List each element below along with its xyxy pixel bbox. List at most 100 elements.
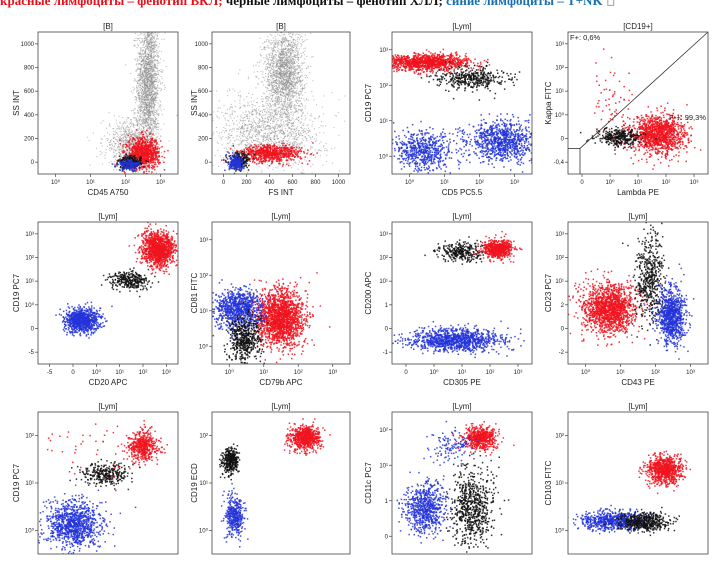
event-point	[139, 137, 141, 139]
event-point	[142, 168, 144, 170]
event-point	[148, 164, 150, 166]
event-point	[140, 31, 141, 32]
event-point	[152, 69, 153, 70]
plot-title: [B]	[103, 22, 113, 31]
event-point	[137, 97, 138, 98]
event-point	[148, 57, 149, 58]
event-point	[155, 71, 156, 72]
event-point	[123, 131, 124, 132]
event-point	[121, 129, 122, 130]
event-point	[281, 98, 282, 99]
event-point	[154, 41, 155, 42]
event-point	[269, 109, 270, 110]
event-point	[144, 97, 145, 98]
event-point	[157, 132, 158, 133]
event-point	[145, 61, 146, 62]
event-point	[159, 144, 160, 145]
event-point	[150, 125, 151, 126]
event-point	[144, 59, 145, 60]
event-point	[141, 91, 142, 92]
event-point	[145, 33, 146, 34]
event-point	[140, 52, 141, 53]
event-point	[145, 74, 146, 75]
event-point	[287, 102, 288, 103]
event-point	[148, 86, 149, 87]
event-point	[149, 153, 151, 155]
event-point	[146, 119, 147, 120]
event-point	[109, 150, 110, 151]
event-point	[132, 130, 133, 131]
event-point	[121, 167, 123, 169]
event-point	[149, 83, 150, 84]
event-point	[158, 28, 159, 29]
event-point	[155, 139, 157, 141]
event-point	[154, 47, 155, 48]
event-point	[152, 72, 153, 73]
event-point	[143, 110, 144, 111]
event-point	[144, 115, 145, 116]
event-point	[121, 147, 122, 148]
event-point	[125, 142, 126, 143]
event-point	[130, 166, 132, 168]
event-point	[122, 170, 124, 172]
event-point	[165, 87, 166, 88]
event-point	[122, 144, 123, 145]
event-point	[136, 170, 138, 172]
event-point	[148, 15, 149, 16]
event-point	[140, 158, 142, 160]
event-point	[113, 152, 114, 153]
event-point	[146, 95, 147, 96]
event-point	[298, 43, 299, 44]
event-point	[148, 22, 149, 23]
event-point	[160, 58, 161, 59]
event-point	[144, 152, 146, 154]
event-point	[152, 22, 153, 23]
event-point	[149, 28, 150, 29]
event-point	[146, 96, 147, 97]
event-point	[129, 123, 130, 124]
event-point	[154, 108, 155, 109]
event-point	[286, 57, 287, 58]
event-point	[149, 70, 150, 71]
event-point	[122, 161, 124, 163]
event-point	[132, 167, 134, 169]
event-point	[156, 156, 158, 158]
event-point	[147, 27, 148, 28]
event-point	[136, 120, 137, 121]
event-point	[151, 187, 152, 188]
event-point	[113, 131, 114, 132]
event-point	[157, 136, 158, 137]
event-point	[136, 63, 137, 64]
event-point	[126, 148, 127, 149]
event-point	[129, 148, 131, 150]
event-point	[135, 140, 137, 142]
event-point	[121, 141, 122, 142]
event-point	[121, 150, 122, 151]
event-point	[129, 157, 131, 159]
event-point	[161, 39, 162, 40]
event-point	[93, 133, 94, 134]
event-point	[141, 29, 142, 30]
event-point	[111, 147, 112, 148]
event-point	[145, 180, 147, 182]
event-point	[140, 32, 141, 33]
event-point	[110, 140, 111, 141]
event-point	[304, 88, 305, 89]
event-point	[148, 27, 149, 28]
event-point	[260, 114, 261, 115]
event-point	[154, 110, 155, 111]
event-point	[149, 124, 150, 125]
event-point	[140, 164, 142, 166]
event-point	[134, 142, 135, 143]
event-point	[147, 123, 148, 124]
event-point	[139, 59, 140, 60]
event-point	[142, 89, 143, 90]
event-point	[125, 64, 126, 65]
event-point	[141, 33, 142, 34]
event-point	[158, 144, 159, 145]
event-point	[268, 76, 269, 77]
event-point	[111, 144, 112, 145]
event-point	[152, 133, 154, 135]
event-point	[147, 91, 148, 92]
